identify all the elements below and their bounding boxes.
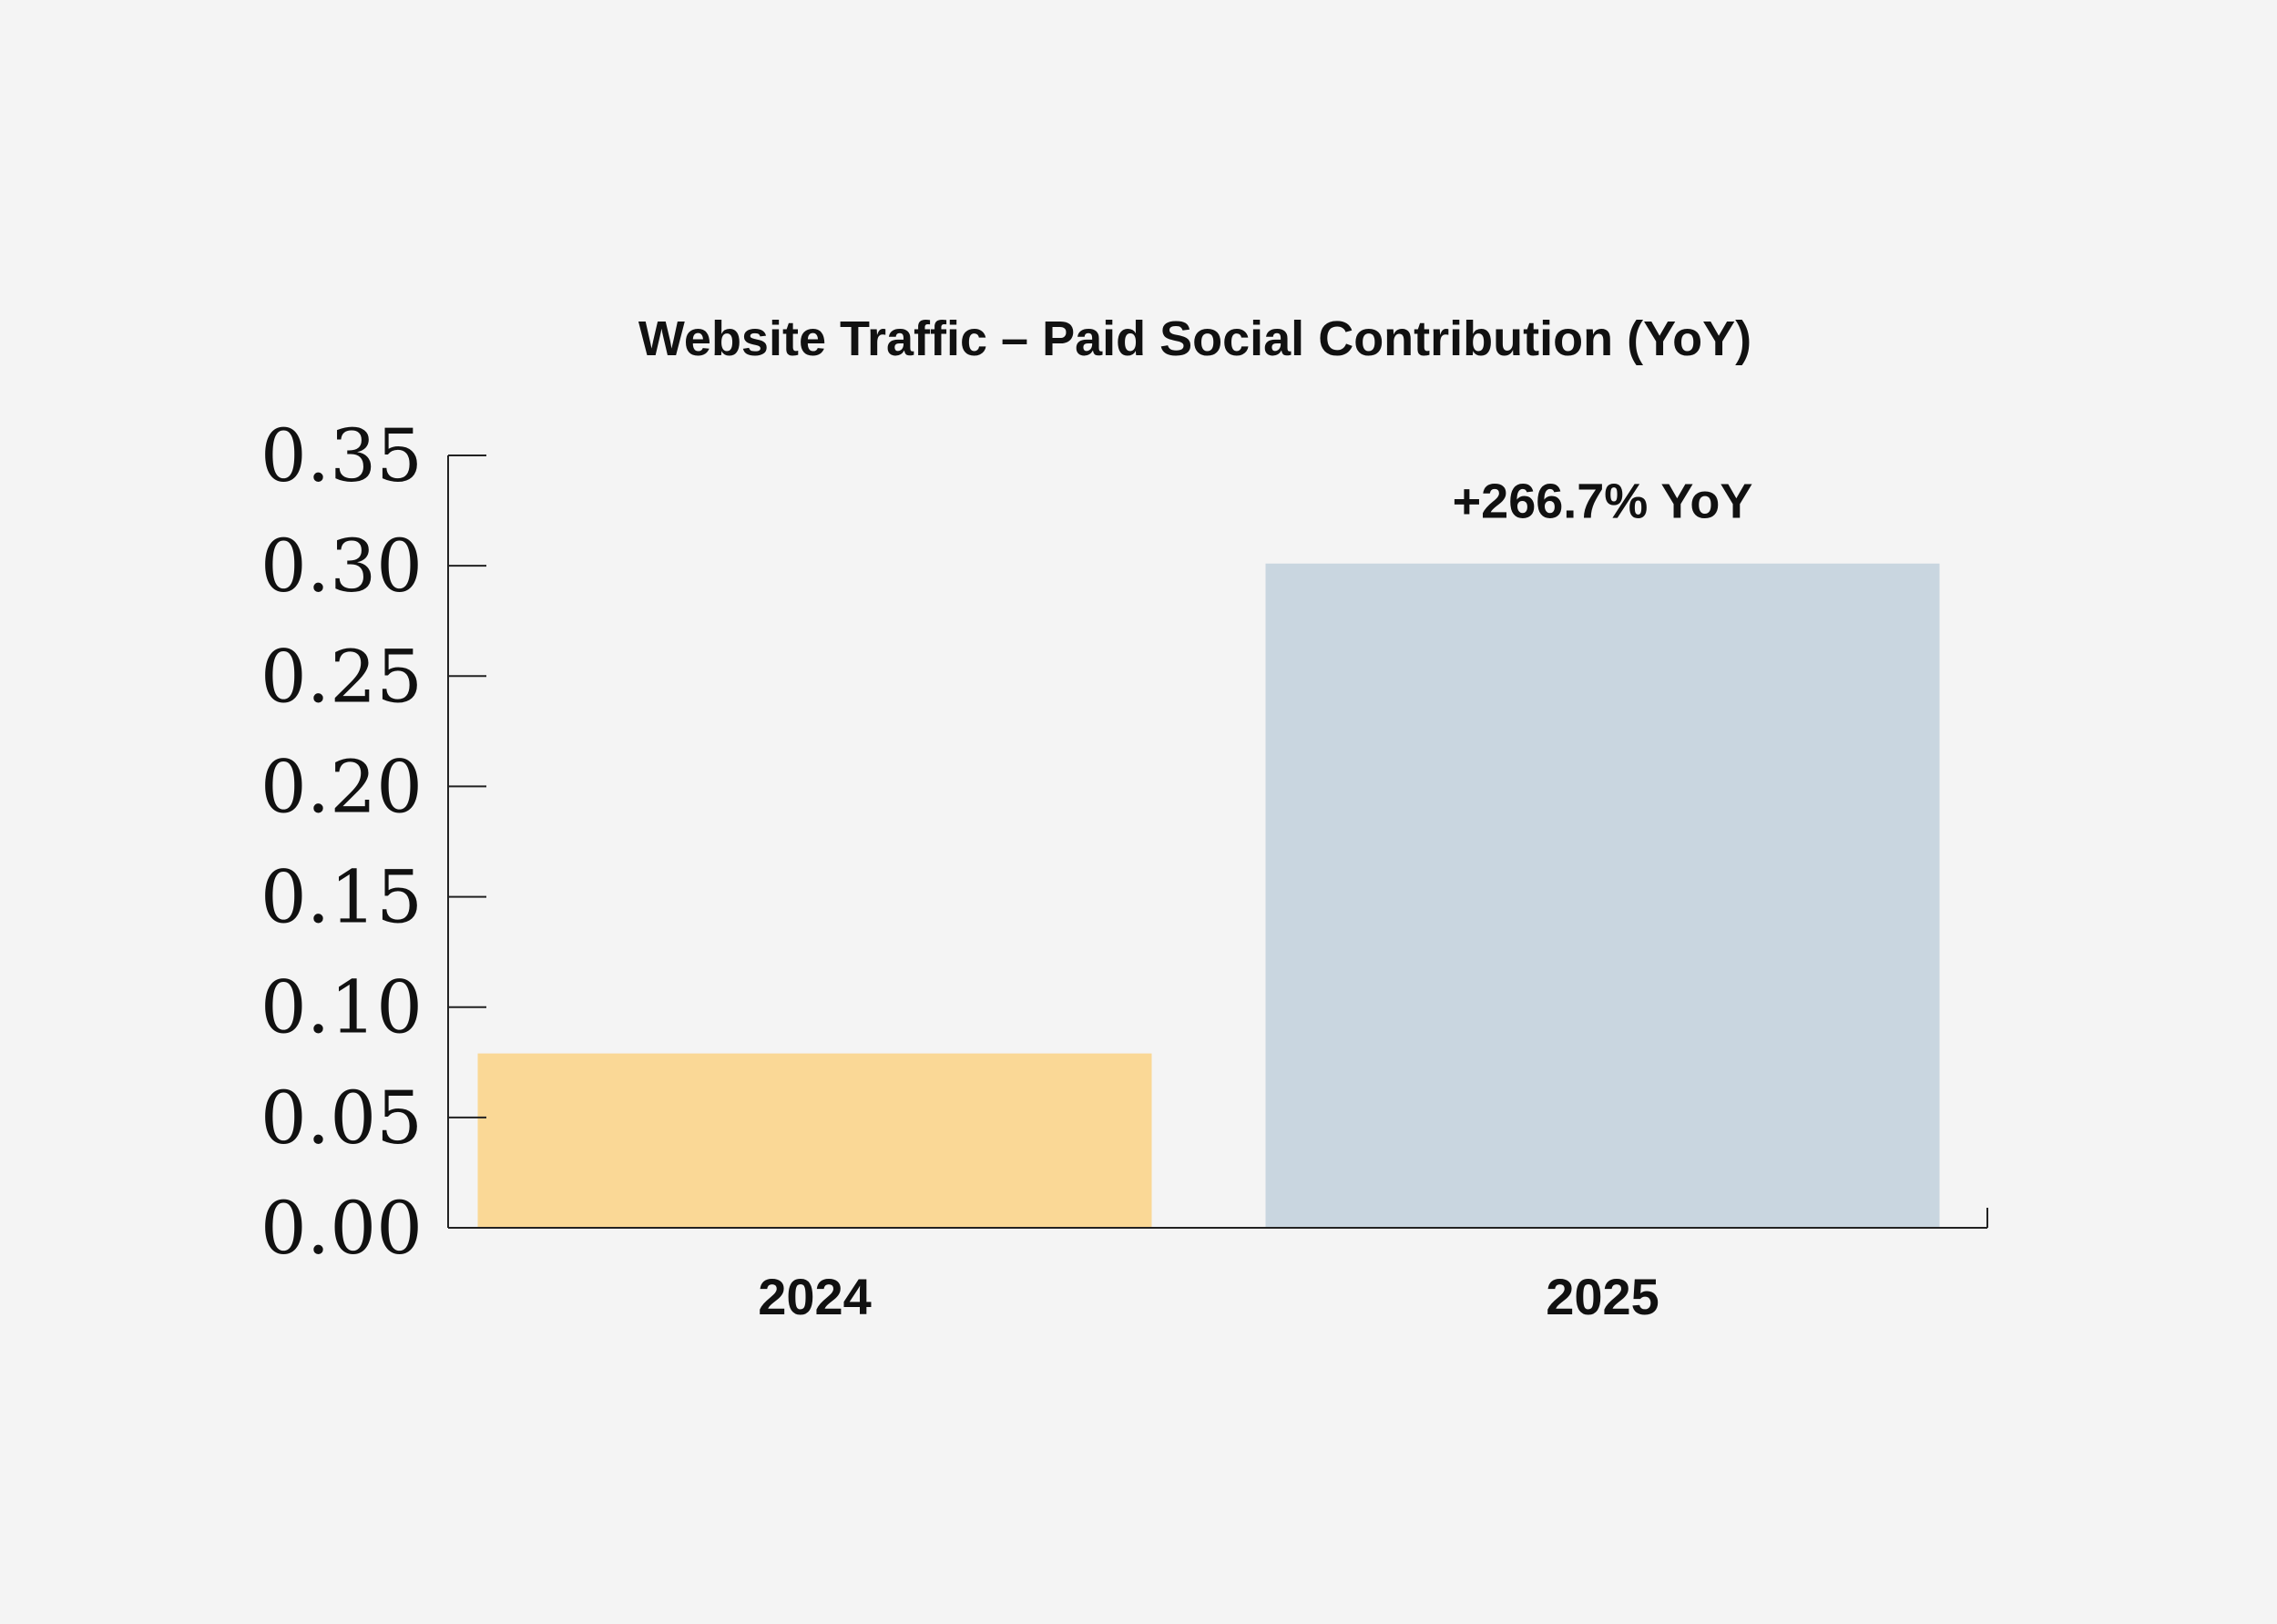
y-tick-label: 0.25 <box>260 634 423 719</box>
bar-2024 <box>477 1053 1152 1228</box>
bar-2025 <box>1265 563 1940 1228</box>
x-tick-label: 2025 <box>1546 1268 1659 1325</box>
y-tick-label: 0.00 <box>260 1186 423 1271</box>
bars-group <box>477 563 1940 1228</box>
y-tick-label: 0.35 <box>260 414 423 498</box>
y-tick-label: 0.30 <box>260 524 423 608</box>
y-tick-label: 0.15 <box>260 855 423 940</box>
y-axis: 0.00 0.05 0.10 0.15 0.20 0.25 0.30 0.35 <box>260 414 486 1271</box>
annotations-group: +266.7% YoY <box>1453 475 1753 529</box>
yoy-annotation: +266.7% YoY <box>1453 475 1753 529</box>
x-tick-label: 2024 <box>758 1268 872 1325</box>
chart-title: Website Traffic – Paid Social Contributi… <box>638 312 1751 366</box>
y-tick-label: 0.10 <box>260 965 423 1050</box>
x-axis: 2024 2025 <box>448 1208 1988 1325</box>
y-tick-label: 0.20 <box>260 744 423 829</box>
y-tick-label: 0.05 <box>260 1076 423 1160</box>
